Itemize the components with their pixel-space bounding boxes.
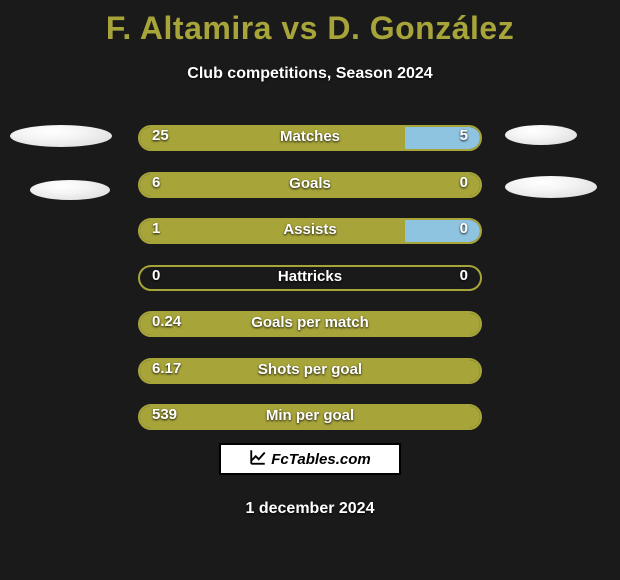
stat-label: Goals	[138, 172, 482, 200]
decor-ellipse	[10, 125, 112, 147]
stat-value-left: 1	[152, 218, 160, 246]
stat-value-left: 0	[152, 265, 160, 293]
stat-value-right: 0	[460, 265, 468, 293]
subtitle: Club competitions, Season 2024	[0, 65, 620, 83]
stat-row: Goals6 0	[138, 172, 482, 200]
page-title: F. Altamira vs D. González	[0, 0, 620, 47]
decor-ellipse	[505, 176, 597, 198]
stat-value-right: 0	[460, 172, 468, 200]
stat-value-left: 0.24	[152, 311, 181, 339]
source-badge-text: FcTables.com	[271, 451, 370, 468]
stat-row: Min per goal539	[138, 404, 482, 432]
footer-date: 1 december 2024	[0, 500, 620, 518]
stat-value-left: 6.17	[152, 358, 181, 386]
stat-label: Shots per goal	[138, 358, 482, 386]
stat-value-right: 0	[460, 218, 468, 246]
decor-ellipse	[30, 180, 110, 200]
source-badge: FcTables.com	[219, 443, 401, 475]
stat-row: Shots per goal6.17	[138, 358, 482, 386]
stat-row: Assists1 0	[138, 218, 482, 246]
stat-value-left: 6	[152, 172, 160, 200]
stat-label: Matches	[138, 125, 482, 153]
stat-value-left: 25	[152, 125, 169, 153]
stat-row: Goals per match0.24	[138, 311, 482, 339]
stat-label: Hattricks	[138, 265, 482, 293]
stat-label: Assists	[138, 218, 482, 246]
stat-label: Min per goal	[138, 404, 482, 432]
stat-value-right: 5	[460, 125, 468, 153]
decor-ellipse	[505, 125, 577, 145]
stat-row: Hattricks0 0	[138, 265, 482, 293]
stats-container: Matches255Goals60Assists10Hattricks00Goa…	[0, 125, 620, 451]
stat-label: Goals per match	[138, 311, 482, 339]
stat-value-left: 539	[152, 404, 177, 432]
stat-row: Matches25 5	[138, 125, 482, 153]
chart-icon	[249, 448, 267, 470]
